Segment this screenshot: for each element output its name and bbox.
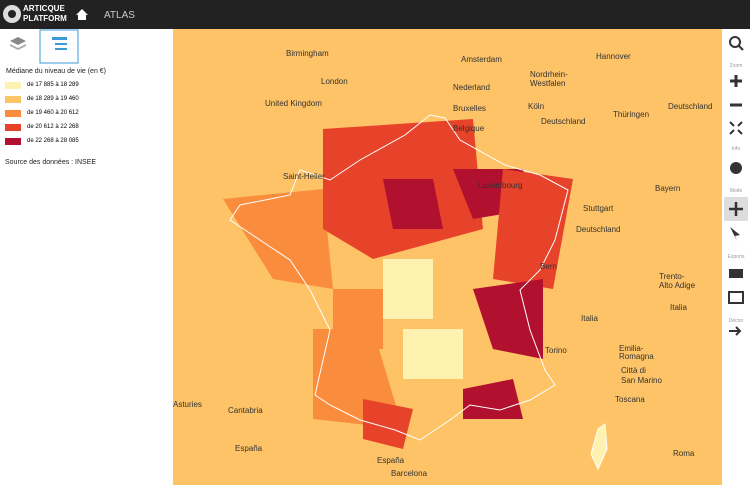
place-label: Alto Adige <box>659 281 696 290</box>
tool-icons <box>724 36 748 336</box>
place-label: Nordrhein- <box>530 70 568 79</box>
place-label: España <box>235 444 263 453</box>
home-icon[interactable] <box>76 9 88 20</box>
place-label: Nederland <box>453 83 490 92</box>
layers-tab[interactable] <box>10 44 26 50</box>
place-label: Bruxelles <box>453 104 486 113</box>
toolbar-label: Info <box>731 146 741 152</box>
zoom-in[interactable] <box>730 75 742 87</box>
place-label: United Kingdom <box>265 99 322 108</box>
place-label: Trento- <box>659 272 685 281</box>
place-label: Saint-Helier <box>283 172 325 181</box>
place-label: Birmingham <box>286 49 329 58</box>
image[interactable] <box>728 291 744 304</box>
place-label: Italia <box>670 303 687 312</box>
place-label: Köln <box>528 102 544 111</box>
legend-swatch <box>5 124 21 131</box>
select[interactable] <box>730 227 740 241</box>
place-label: Belgique <box>453 124 485 133</box>
legend-label: de 19 460 à 20 612 <box>27 109 79 116</box>
source: Source des données : INSEE <box>5 159 97 166</box>
info[interactable] <box>730 162 742 174</box>
place-label: Bern <box>540 262 557 271</box>
search[interactable] <box>729 36 741 48</box>
print[interactable] <box>729 269 743 278</box>
header: ARTICQUE PLATFORM ATLAS <box>3 4 135 23</box>
legend-label: de 20 612 à 22 268 <box>27 123 79 130</box>
place-label: Stuttgart <box>583 204 614 213</box>
place-label: Italia <box>581 314 598 323</box>
toolbar-label: Exports <box>727 254 745 260</box>
place-label: Amsterdam <box>461 55 502 64</box>
nav-link[interactable]: ATLAS <box>104 10 135 21</box>
place-label: Asturies <box>173 400 202 409</box>
corsica <box>590 423 608 471</box>
map[interactable]: Birmingham London United Kingdom Amsterdam H… <box>173 29 722 485</box>
legend-swatch <box>5 110 21 117</box>
legend-swatch <box>5 82 21 89</box>
place-label: Westfalen <box>530 79 565 88</box>
place-label: España <box>377 456 405 465</box>
top-bar: ARTICQUE PLATFORM ATLAS <box>0 0 750 29</box>
place-label: Deutschland <box>541 117 585 126</box>
place-label: San Marino <box>621 376 662 385</box>
legend-label: de 22 268 à 28 085 <box>27 137 79 144</box>
place-label: Barcelona <box>391 469 428 478</box>
place-label: Thüringen <box>613 110 649 119</box>
move[interactable] <box>729 202 743 216</box>
fit[interactable] <box>729 121 743 135</box>
toolbar: Zoom Info Mode Exports Décon <box>722 29 750 485</box>
place-label: Città di <box>621 366 646 375</box>
place-label: Toscana <box>615 395 645 404</box>
place-label: Cantabria <box>228 406 263 415</box>
legend-label: de 18 289 à 19 460 <box>27 95 79 102</box>
logout[interactable] <box>729 326 742 336</box>
legend-title: Médiane du niveau de vie (en €) <box>6 68 107 75</box>
logo-text: ARTICQUE <box>23 4 65 13</box>
place-label: Hannover <box>596 52 631 61</box>
choropleth <box>173 29 722 485</box>
toolbar-label: Mode <box>729 188 743 194</box>
toolbar-label: Zoom <box>729 63 743 69</box>
toolbar-label: Décon <box>728 318 744 324</box>
legend-swatch <box>5 138 21 145</box>
place-label: Emilia- <box>619 344 644 353</box>
place-label: Deutschland <box>668 102 712 111</box>
legend-label: de 17 885 à 18 289 <box>27 81 79 88</box>
place-label: Luxembourg <box>478 181 522 190</box>
legend-tab[interactable] <box>39 29 79 64</box>
side-panel: Médiane du niveau de vie (en €) de 17 88… <box>0 29 173 485</box>
place-label: Romagna <box>619 352 654 361</box>
place-label: Torino <box>545 346 567 355</box>
place-label: Deutschland <box>576 225 620 234</box>
logo-text: PLATFORM <box>23 14 67 23</box>
legend-swatch <box>5 96 21 103</box>
tabs <box>10 29 79 64</box>
place-label: London <box>321 77 348 86</box>
place-label: Roma <box>673 449 695 458</box>
place-label: Bayern <box>655 184 680 193</box>
